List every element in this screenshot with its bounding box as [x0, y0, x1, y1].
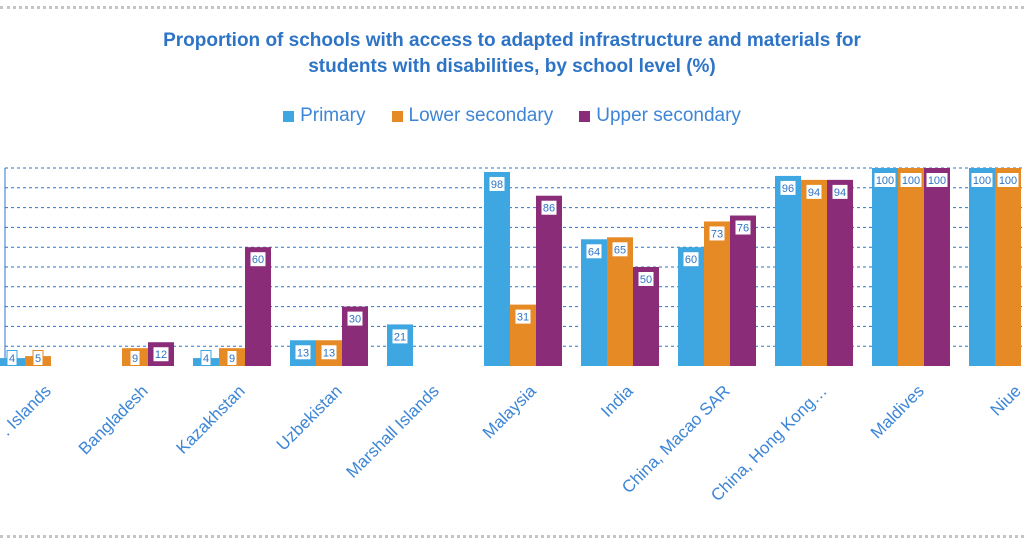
data-label: 86	[543, 203, 555, 215]
data-label-box	[996, 172, 1020, 188]
bar-upper-secondary-malaysia	[536, 195, 562, 366]
bar-upper-secondary-china-hong-kong	[827, 179, 853, 366]
x-tick-label-marshall-islands: Marshall Islands	[343, 381, 443, 481]
data-label: 9	[132, 353, 138, 365]
bar-upper-secondary-maldives	[924, 168, 950, 366]
legend-swatch-primary	[283, 110, 295, 122]
data-label-box	[32, 350, 44, 366]
data-label-box	[391, 328, 409, 345]
data-label: 4	[9, 353, 15, 365]
data-label-box	[540, 199, 558, 216]
data-label: 31	[517, 312, 529, 324]
x-tick-label-china-macao-sar: China, Macao SAR	[618, 381, 734, 497]
x-tick-label-india: India	[597, 381, 637, 421]
legend-item-upper-secondary: Upper secondary	[579, 105, 741, 127]
data-label: 9	[229, 353, 235, 365]
bar-upper-secondary-china-macao-sar	[730, 215, 756, 366]
top-dotted-border	[0, 6, 1024, 9]
chart-legend: Primary Lower secondary Upper secondary	[0, 105, 1024, 127]
data-label: 30	[349, 314, 361, 326]
data-label-box	[970, 172, 994, 188]
data-label: 65	[614, 244, 626, 256]
x-tick-label-bangladesh: Bangladesh	[75, 381, 152, 458]
data-label: 12	[155, 349, 167, 361]
data-label: 96	[782, 183, 794, 195]
data-label-box	[899, 172, 923, 188]
data-label-box	[226, 350, 238, 366]
legend-item-primary: Primary	[283, 105, 366, 127]
x-tick-label-malaysia: Malaysia	[479, 381, 540, 442]
data-label: 4	[203, 353, 209, 365]
data-label: 100	[928, 175, 946, 187]
chart-title-line-2: students with disabilities, by school le…	[308, 56, 716, 77]
data-label-box	[637, 271, 655, 287]
data-label: 94	[834, 187, 846, 199]
x-tick-label-uzbekistan: Uzbekistan	[273, 381, 346, 454]
data-label-box	[152, 346, 170, 363]
data-label-box	[346, 310, 364, 327]
bar-lower-secondary-china-hong-kong	[801, 179, 827, 366]
data-label-box	[734, 219, 752, 236]
data-label: 13	[323, 347, 335, 359]
data-label-box	[488, 175, 506, 192]
data-label: 60	[252, 254, 264, 266]
data-label-box	[294, 344, 312, 361]
bottom-dotted-border	[0, 535, 1024, 538]
data-label-box	[611, 241, 629, 258]
chart-title-line-1: Proportion of schools with access to ada…	[163, 30, 861, 51]
x-tick-label-islands: . Islands	[0, 381, 55, 439]
bar-primary-india	[581, 239, 607, 366]
data-label: 50	[640, 274, 652, 286]
legend-label-upper-secondary: Upper secondary	[596, 105, 741, 126]
legend-label-primary: Primary	[300, 105, 366, 126]
data-label: 76	[737, 223, 749, 235]
chart-title: Proportion of schools with access to ada…	[0, 28, 1024, 80]
legend-label-lower-secondary: Lower secondary	[408, 105, 554, 126]
data-label-box	[585, 243, 603, 260]
bar-primary-malaysia	[484, 171, 510, 366]
data-label: 73	[711, 228, 723, 240]
bar-primary-maldives	[872, 168, 898, 366]
x-tick-label-maldives: Maldives	[867, 381, 928, 442]
data-label: 21	[394, 331, 406, 343]
data-label-box	[779, 179, 797, 196]
legend-item-lower-secondary: Lower secondary	[391, 105, 554, 127]
data-label-box	[200, 350, 212, 366]
data-label: 5	[35, 353, 41, 365]
x-tick-label-niue: Niue	[987, 381, 1024, 419]
bar-lower-secondary-china-macao-sar	[704, 221, 730, 366]
data-label-box	[129, 350, 141, 366]
data-label-box	[514, 308, 532, 325]
bar-lower-secondary-maldives	[898, 168, 924, 366]
data-label-box	[682, 251, 700, 268]
data-label-box	[249, 251, 267, 268]
x-tick-label-kazakhstan: Kazakhstan	[173, 381, 249, 457]
data-label: 100	[999, 175, 1017, 187]
data-label: 100	[876, 175, 894, 187]
data-label: 98	[491, 179, 503, 191]
data-label-box	[6, 350, 18, 366]
data-label-box	[873, 172, 897, 188]
data-label: 100	[902, 175, 920, 187]
data-label: 13	[297, 347, 309, 359]
data-label-box	[831, 183, 849, 200]
data-label: 94	[808, 187, 820, 199]
data-label: 64	[588, 246, 600, 258]
data-label-box	[805, 183, 823, 200]
data-label: 100	[973, 175, 991, 187]
data-label-box	[925, 172, 949, 188]
bar-lower-secondary-india	[607, 237, 633, 366]
data-label: 60	[685, 254, 697, 266]
bar-primary-niue	[969, 168, 995, 366]
data-label-box	[320, 344, 338, 361]
legend-swatch-lower-secondary	[391, 110, 403, 122]
bar-lower-secondary-niue	[995, 168, 1021, 366]
bar-primary-china-hong-kong	[775, 175, 801, 366]
data-label-box	[708, 225, 726, 242]
legend-swatch-upper-secondary	[579, 110, 591, 122]
